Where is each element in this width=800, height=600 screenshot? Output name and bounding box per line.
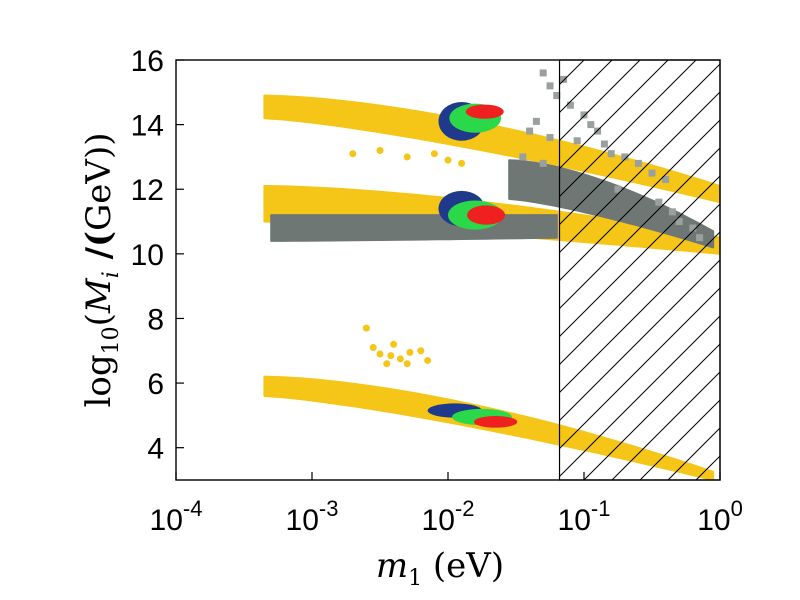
y-axis-label: log10(Mi /(GeV)) (79, 133, 124, 408)
y-tick-label: 14 (131, 110, 164, 143)
yellow-outliers-point (369, 344, 377, 352)
grey-outliers-point (519, 153, 527, 161)
grey-outliers-point (546, 134, 554, 142)
yellow-outliers-point (444, 156, 452, 164)
red-cluster-M3-ellipse (465, 104, 504, 119)
x-tick-label: 10-4 (150, 496, 203, 537)
y-tick-label: 4 (147, 433, 164, 466)
x-tick-label: 10-3 (286, 496, 339, 537)
yellow-outliers-point (390, 340, 398, 348)
grey-outliers-point (539, 69, 547, 77)
grey-band-lower-band (270, 214, 558, 242)
yellow-outliers-point (403, 360, 411, 368)
y-tick-label: 16 (131, 45, 164, 78)
grey-outliers-point (539, 159, 547, 167)
yellow-outliers-point (424, 356, 432, 364)
y-tick-label: 8 (147, 303, 164, 336)
y-tick-label: 6 (147, 368, 164, 401)
excluded-region (558, 59, 721, 481)
yellow-outliers-point (376, 350, 384, 358)
grey-outliers-point (526, 127, 534, 135)
x-tick-label: 100 (697, 496, 743, 537)
yellow-outliers-point (387, 352, 395, 360)
yellow-outliers-point (396, 355, 404, 363)
yellow-outliers-point (458, 159, 466, 167)
yellow-band-M1-band (263, 375, 715, 480)
x-tick-label: 10-1 (558, 496, 611, 537)
y-tick-label: 12 (131, 174, 164, 207)
red-cluster-M1 (473, 416, 518, 428)
yellow-outliers-point (376, 146, 384, 154)
yellow-outliers-point (417, 347, 425, 355)
red-cluster-M3 (465, 104, 504, 119)
y-axis: 4 6 8 10 12 14 16 (131, 45, 184, 466)
yellow-band-M1 (263, 375, 715, 480)
yellow-outliers (349, 146, 466, 368)
grey-outliers-point (553, 92, 561, 100)
x-axis-label: m1 (eV) (376, 546, 504, 591)
yellow-outliers-point (383, 360, 391, 368)
red-cluster-M1-ellipse (473, 416, 518, 428)
yellow-outliers-point (403, 153, 411, 161)
x-axis: 10-4 10-3 10-2 10-1 100 (150, 472, 743, 537)
grey-outliers-point (546, 82, 554, 90)
red-cluster-M2-ellipse (467, 205, 506, 225)
yellow-outliers-point (406, 348, 414, 356)
yellow-outliers-point (349, 150, 357, 158)
grey-outliers-point (532, 117, 540, 125)
grey-band-lower (270, 214, 558, 242)
y-tick-label: 10 (131, 239, 164, 272)
yellow-outliers-point (430, 150, 438, 158)
yellow-outliers-point (362, 324, 370, 332)
red-cluster-M2 (467, 205, 506, 225)
x-tick-label: 10-2 (422, 496, 475, 537)
